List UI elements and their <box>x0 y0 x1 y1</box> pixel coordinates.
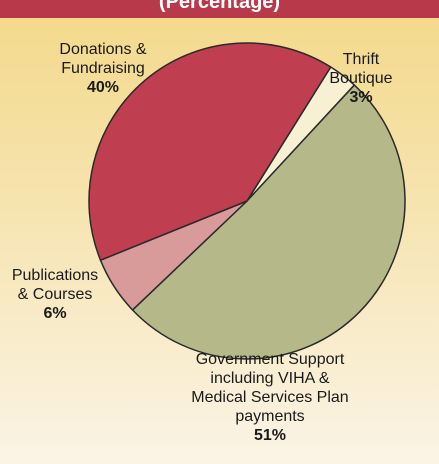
label-donations-line-1: Donations & <box>59 41 147 58</box>
header-bar: (Percentage) <box>0 0 439 18</box>
label-thrift-boutique-line-2: Boutique <box>329 70 393 87</box>
label-donations-line-2: Fundraising <box>61 60 145 77</box>
label-government-line-4: payments <box>235 408 305 425</box>
percent-label-donations: 40% <box>86 79 120 96</box>
label-thrift-boutique-line-1: Thrift <box>342 51 380 68</box>
label-thrift-boutique: Thrift Boutique 3% <box>318 50 404 107</box>
label-government-line-3: Medical Services Plan <box>191 389 349 406</box>
label-government-line-2: including VIHA & <box>210 370 330 387</box>
label-donations-fundraising: Donations & Fundraising 40% <box>28 40 178 97</box>
label-publications-courses: Publications & Courses 6% <box>0 266 110 323</box>
percent-label-government: 51% <box>253 427 287 444</box>
label-publications-line-2: & Courses <box>17 286 93 303</box>
label-government-line-1: Government Support <box>195 351 345 368</box>
percent-label-thrift-boutique: 3% <box>349 89 373 106</box>
percent-label-publications: 6% <box>43 305 67 322</box>
label-publications-line-1: Publications <box>11 267 99 284</box>
label-government-support: Government Support including VIHA & Medi… <box>160 350 380 445</box>
pie-slice-donations-fundraising <box>88 42 332 261</box>
header-title: (Percentage) <box>158 0 281 13</box>
pie-slice-government-support <box>131 84 406 360</box>
